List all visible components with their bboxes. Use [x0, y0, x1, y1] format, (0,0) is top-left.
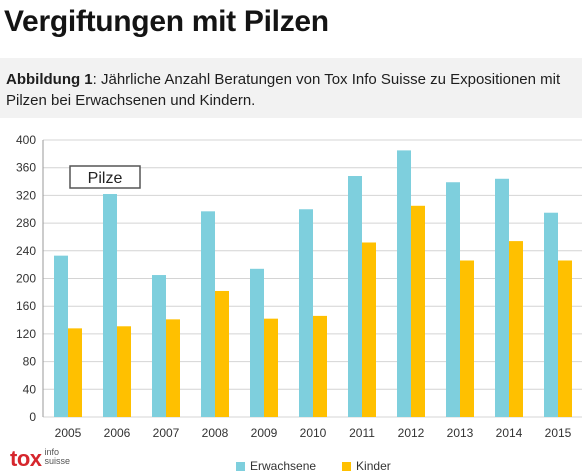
y-tick-label: 160: [16, 299, 36, 313]
x-tick-label: 2015: [545, 426, 572, 440]
bar-erwachsene: [103, 194, 117, 417]
caption-label: Abbildung 1: [6, 71, 93, 88]
bar-erwachsene: [201, 211, 215, 417]
chart-title-box: [69, 165, 141, 189]
bar-erwachsene: [397, 150, 411, 417]
bar-erwachsene: [299, 209, 313, 417]
bar-kinder: [362, 242, 376, 417]
page-title: Vergiftungen mit Pilzen: [4, 5, 329, 38]
legend-item-kinder: Kinder: [342, 459, 391, 473]
y-tick-label: 120: [16, 327, 36, 341]
y-tick-label: 0: [29, 410, 36, 424]
logo-line2: suisse: [44, 456, 71, 466]
x-tick-label: 2007: [153, 426, 180, 440]
x-tick-label: 2012: [398, 426, 425, 440]
chart-area: 0 40 80 120 160 200 240 280 320 360 400 2005 2006 200…: [0, 118, 582, 476]
logo-line1: info: [44, 447, 60, 457]
x-tick-label: 2008: [202, 426, 229, 440]
x-tick-label: 2014: [496, 426, 523, 440]
bar-erwachsene: [54, 255, 68, 417]
legend-swatch-kinder: [342, 461, 352, 471]
legend-label-kinder: Kinder: [356, 459, 391, 473]
bar-kinder: [68, 328, 82, 417]
caption-text: Abbildung 1: Jährliche Anzahl Beratungen…: [6, 69, 576, 111]
bar-kinder: [166, 319, 180, 417]
x-tick-label: 2011: [349, 426, 375, 440]
legend-swatch-erwachsene: [236, 461, 245, 471]
x-tick-label: 2013: [447, 426, 474, 440]
bar-kinder: [460, 260, 474, 417]
bar-erwachsene: [348, 176, 362, 417]
figure-caption: Abbildung 1: Jährliche Anzahl Beratungen…: [0, 58, 582, 118]
bar-erwachsene: [446, 182, 460, 417]
y-tick-label: 200: [16, 272, 36, 286]
y-tick-label: 400: [16, 133, 36, 147]
logo-main: tox: [10, 446, 42, 471]
bar-erwachsene: [152, 275, 166, 417]
bar-kinder: [264, 318, 278, 417]
y-tick-label: 40: [23, 382, 37, 396]
caption-body: : Jährliche Anzahl Beratungen von Tox In…: [6, 71, 561, 109]
bar-kinder: [558, 260, 572, 417]
legend-label-erwachsene: Erwachsene: [250, 459, 317, 473]
y-tick-label: 360: [16, 161, 36, 175]
bar-kinder: [313, 315, 327, 417]
bar-erwachsene: [495, 178, 509, 417]
x-tick-label: 2010: [300, 426, 327, 440]
y-tick-label: 80: [23, 355, 37, 369]
x-tick-label: 2009: [251, 426, 278, 440]
logo-sub: info suisse: [45, 448, 71, 466]
chart-title: Pilze: [88, 170, 123, 187]
bar-chart: 0 40 80 120 160 200 240 280 320 360 400 2005 2006 200…: [16, 133, 582, 440]
legend-item-erwachsene: Erwachsene: [236, 459, 316, 473]
chart-legend: Erwachsene Kinder: [236, 458, 417, 474]
x-tick-label: 2005: [55, 426, 82, 440]
bar-erwachsene: [250, 268, 264, 417]
y-tick-label: 320: [16, 188, 36, 202]
bar-kinder: [215, 290, 229, 417]
bar-kinder: [509, 241, 523, 417]
bar-kinder: [411, 205, 425, 417]
bar-erwachsene: [544, 212, 558, 417]
bar-kinder: [117, 326, 131, 417]
y-tick-label: 280: [16, 216, 36, 230]
y-tick-label: 240: [16, 244, 36, 258]
x-tick-label: 2006: [104, 426, 131, 440]
tox-info-logo: tox info suisse: [10, 448, 70, 474]
